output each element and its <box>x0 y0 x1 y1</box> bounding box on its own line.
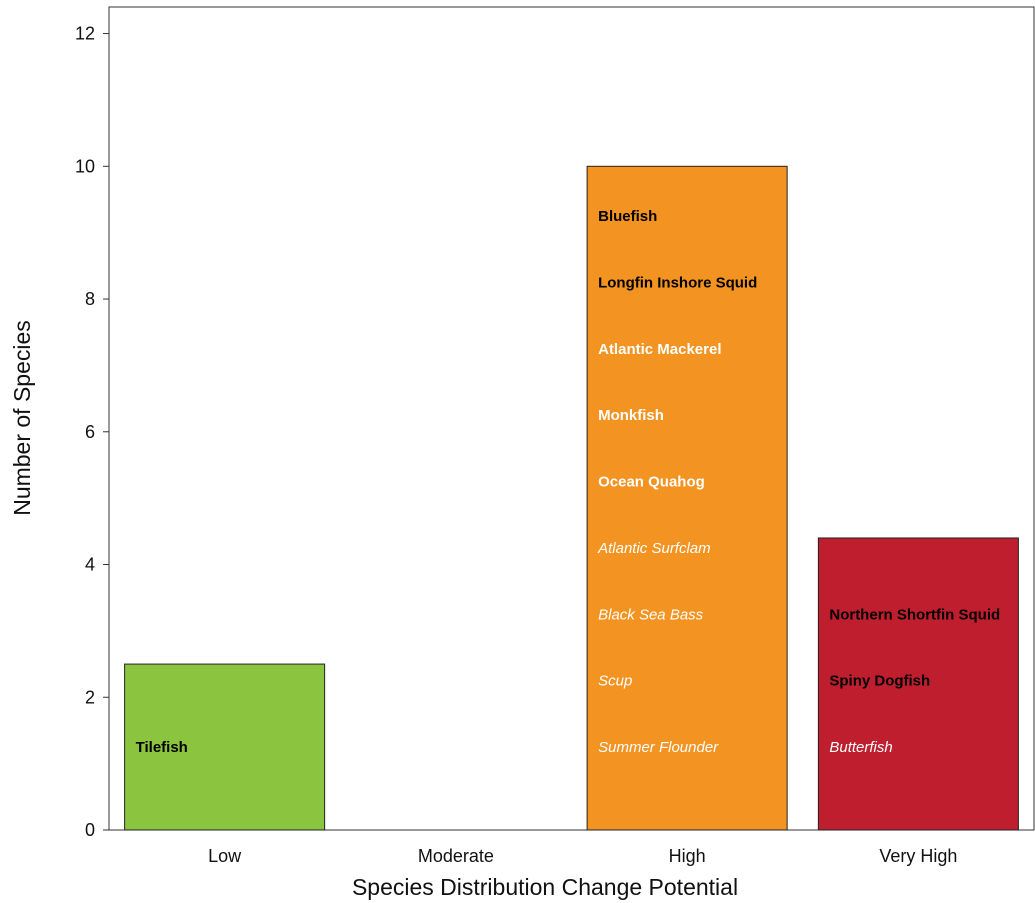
bar-species-label: Bluefish <box>598 208 657 225</box>
y-tick-label: 6 <box>85 422 95 442</box>
x-tick-label: Very High <box>879 846 957 866</box>
bar-species-label: Summer Flounder <box>598 739 719 756</box>
bar-species-label: Butterfish <box>829 739 892 756</box>
x-tick-label: High <box>669 846 706 866</box>
y-axis-title: Number of Species <box>9 320 35 516</box>
y-tick-label: 0 <box>85 820 95 840</box>
bar-species-label: Longfin Inshore Squid <box>598 274 757 291</box>
bar-species-label: Scup <box>598 673 632 690</box>
y-tick-label: 12 <box>75 24 95 44</box>
plot-frame <box>108 6 1035 831</box>
bar-species-label: Ocean Quahog <box>598 474 705 491</box>
bar-species-label: Atlantic Mackerel <box>598 341 721 358</box>
y-tick-label: 2 <box>85 687 95 707</box>
y-tick-label: 10 <box>75 156 95 176</box>
bar-species-label: Atlantic Surfclam <box>597 540 711 557</box>
bar-species-label: Tilefish <box>136 739 188 756</box>
bar-low <box>124 663 326 831</box>
bar-high <box>586 165 788 831</box>
bar-species-label: Monkfish <box>598 407 664 424</box>
bar-very-high <box>817 537 1019 831</box>
x-tick-label: Low <box>208 846 242 866</box>
bar-species-label: Black Sea Bass <box>598 606 704 623</box>
x-tick-label: Moderate <box>418 846 494 866</box>
bar-species-label: Northern Shortfin Squid <box>829 606 1000 623</box>
bar-species-label: Spiny Dogfish <box>829 673 930 690</box>
y-tick-label: 8 <box>85 289 95 309</box>
x-axis-title: Species Distribution Change Potential <box>352 874 738 900</box>
y-tick-label: 4 <box>85 555 95 575</box>
